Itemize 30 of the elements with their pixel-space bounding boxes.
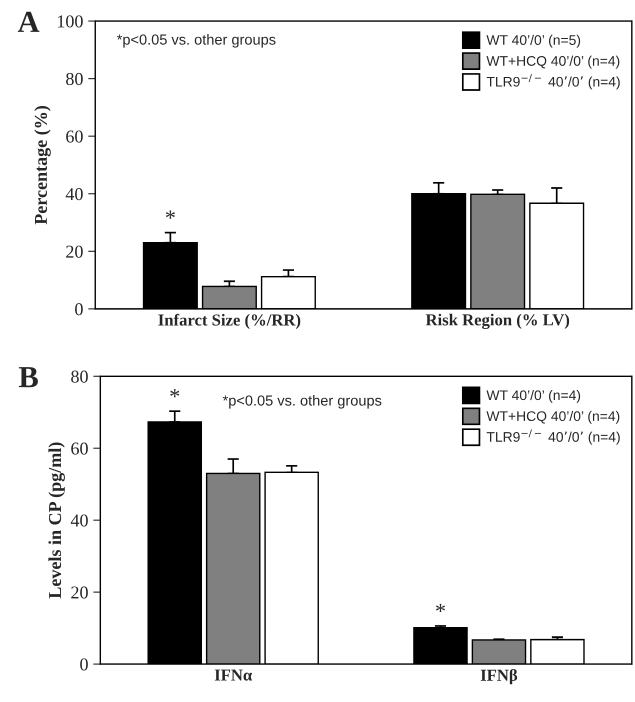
y-tick-label: 60 <box>71 442 88 455</box>
legend-label: TLR9$^{−/−}$ 40’/0’ (n=4) <box>486 74 620 90</box>
legend-label: WT 40’/0’ (n=5) <box>486 34 580 48</box>
y-tick-label: 0 <box>75 303 83 316</box>
y-tick-label: 60 <box>66 130 83 143</box>
annotation: *p<0.05 vs. other groups <box>222 394 382 409</box>
x-tick-label: Risk Region (% LV) <box>426 314 570 329</box>
y-tick-label: 20 <box>66 246 83 258</box>
y-tick-label: 100 <box>58 15 83 28</box>
text: B <box>18 367 38 388</box>
x-tick-label: Infarct Size (%/RR) <box>158 314 300 330</box>
y-tick-label: 40 <box>66 188 83 200</box>
data-label: * <box>170 389 180 398</box>
x-tick-label: IFNα <box>214 670 252 681</box>
legend-label: WT 40’/0’ (n=4) <box>486 390 580 403</box>
x-tick-label: IFNβ <box>480 668 518 684</box>
y-tick-label: 20 <box>71 586 88 599</box>
data-label: * <box>166 210 175 219</box>
y-axis-title: Percentage (%) <box>34 106 51 224</box>
y-axis-title: Levels in CP (pg/ml) <box>48 442 65 598</box>
y-tick-label: 0 <box>80 658 88 671</box>
y-tick-label: 40 <box>70 514 88 527</box>
data-label: * <box>436 604 445 612</box>
y-tick-label: 80 <box>66 72 83 86</box>
text: A <box>18 12 40 32</box>
legend-label: WT+HCQ 40’/0’ (n=4) <box>486 410 620 424</box>
legend-label: WT+HCQ 40’/0’ (n=4) <box>486 56 620 69</box>
y-tick-label: 80 <box>71 370 88 383</box>
legend-label: TLR9$^{−/−}$ 40’/0’ (n=4) <box>486 429 620 445</box>
annotation: *p<0.05 vs. other groups <box>116 34 276 48</box>
